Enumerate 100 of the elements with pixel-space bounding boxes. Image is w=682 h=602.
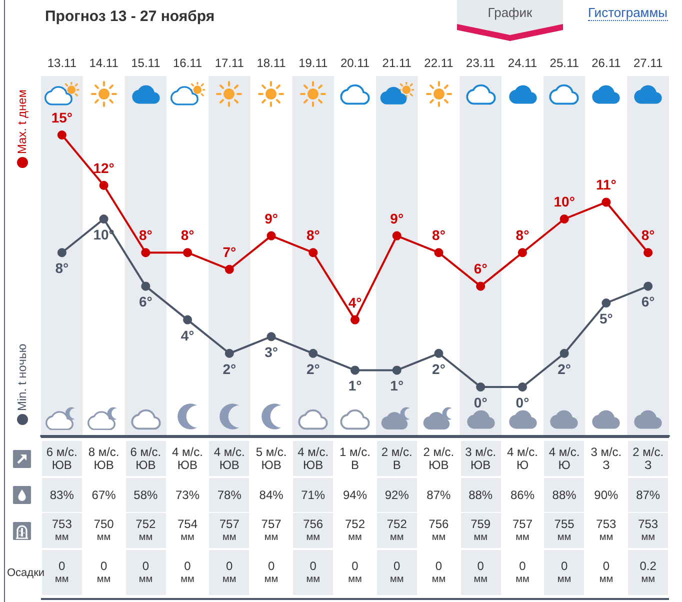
data-label: 11° — [596, 176, 616, 193]
data-label: 2° — [306, 360, 320, 377]
data-label: 8° — [306, 227, 320, 244]
text: 71% — [301, 488, 326, 502]
tab: Гистограммы — [588, 5, 668, 21]
text: 73% — [175, 488, 200, 502]
data-label: 1° — [390, 378, 404, 394]
text: 86% — [510, 488, 535, 502]
text: 5 м/с. ЮВ — [256, 445, 287, 472]
text: 4 м/с. ЮВ — [298, 445, 329, 472]
text: 753 мм — [638, 516, 658, 544]
x-tick-label: 19.11 — [298, 56, 328, 70]
text: 752 мм — [136, 516, 156, 544]
text: 0.2 мм — [640, 558, 656, 586]
text: 90% — [594, 488, 618, 502]
data-label: 1° — [348, 378, 362, 394]
text: 94% — [342, 488, 368, 502]
text: 0 мм — [557, 558, 572, 586]
point — [308, 348, 318, 358]
data-label: 6° — [474, 260, 488, 277]
text: 0 мм — [348, 558, 362, 586]
text: 4 м/с. ЮВ — [172, 445, 203, 472]
data-label: 2° — [222, 360, 236, 377]
text: 757 мм — [512, 516, 533, 544]
data-label: 8° — [432, 227, 446, 244]
text: 4 м/с. Ю — [548, 445, 580, 472]
point — [266, 231, 276, 240]
text: 0 мм — [474, 558, 488, 586]
text: 757 мм — [219, 516, 240, 544]
data-label: 8° — [180, 227, 194, 244]
point — [476, 382, 486, 392]
data-label: 5° — [600, 310, 613, 326]
x-tick-label: 17.11 — [214, 56, 244, 70]
point — [476, 282, 486, 291]
data-label: 8° — [641, 227, 655, 244]
data-label: 2° — [432, 360, 446, 377]
text: 88% — [552, 488, 576, 502]
data-label: 9° — [264, 210, 278, 226]
text: 750 мм — [94, 516, 114, 544]
x-tick-label: 27.11 — [633, 56, 663, 70]
point — [183, 315, 192, 324]
text: 756 мм — [428, 516, 449, 544]
data-label: 8° — [138, 227, 152, 244]
data-label: 2° — [558, 360, 572, 377]
text: 0 мм — [222, 558, 236, 586]
text: 757 мм — [261, 516, 282, 544]
point — [644, 248, 653, 258]
text: 0 мм — [599, 558, 614, 586]
point — [141, 282, 150, 291]
point — [266, 332, 276, 342]
point — [183, 248, 192, 258]
text: 756 мм — [303, 516, 324, 544]
data-label: 9° — [390, 210, 404, 226]
text: 58% — [134, 488, 158, 502]
text: 92% — [384, 488, 409, 502]
data-label: 4° — [180, 327, 194, 344]
text: 0 мм — [96, 558, 111, 586]
text: 8 м/с. ЮВ — [88, 445, 120, 472]
data-label: 8° — [55, 260, 69, 276]
x-tick-label: 25.11 — [550, 56, 580, 70]
text: 6 м/с. ЮВ — [130, 445, 162, 472]
point — [560, 348, 569, 358]
point — [141, 248, 150, 258]
point — [518, 248, 527, 258]
point — [434, 248, 444, 258]
data-label: 12° — [93, 160, 114, 176]
point — [99, 180, 108, 190]
text: Осадки — [7, 566, 45, 580]
x-tick-label: 15.11 — [131, 56, 161, 70]
text: 752 мм — [344, 516, 366, 544]
x-tick-label: 14.11 — [89, 56, 119, 70]
point — [350, 366, 360, 375]
text: 754 мм — [177, 516, 198, 544]
text: 755 мм — [554, 516, 574, 544]
text: 0 мм — [180, 558, 194, 586]
data-label: 15° — [51, 110, 73, 126]
data-label: 10° — [93, 226, 114, 242]
point — [350, 315, 360, 324]
text: 752 мм — [386, 516, 407, 544]
text: 87% — [636, 488, 660, 502]
text: Min. t ночью — [15, 344, 29, 411]
text: 753 мм — [52, 516, 72, 544]
point — [392, 366, 402, 375]
text: 0 мм — [138, 558, 153, 586]
point — [308, 248, 318, 258]
x-tick-label: 23.11 — [466, 56, 496, 70]
text: 4 м/с. Ю — [507, 445, 538, 472]
text: 2 м/с. В — [381, 445, 412, 472]
point — [99, 214, 108, 224]
x-tick-label: 13.11 — [47, 56, 77, 70]
x-tick-label: 24.11 — [508, 56, 538, 70]
point — [644, 282, 653, 291]
point — [224, 348, 234, 358]
text: 6 м/с. ЮВ — [46, 445, 78, 472]
point — [602, 198, 611, 207]
text: 88% — [468, 488, 493, 502]
text: 2 м/с. З — [632, 445, 664, 472]
text: 0 мм — [432, 558, 446, 586]
text: 1 м/с. В — [340, 445, 370, 472]
data-label: 10° — [554, 194, 575, 210]
